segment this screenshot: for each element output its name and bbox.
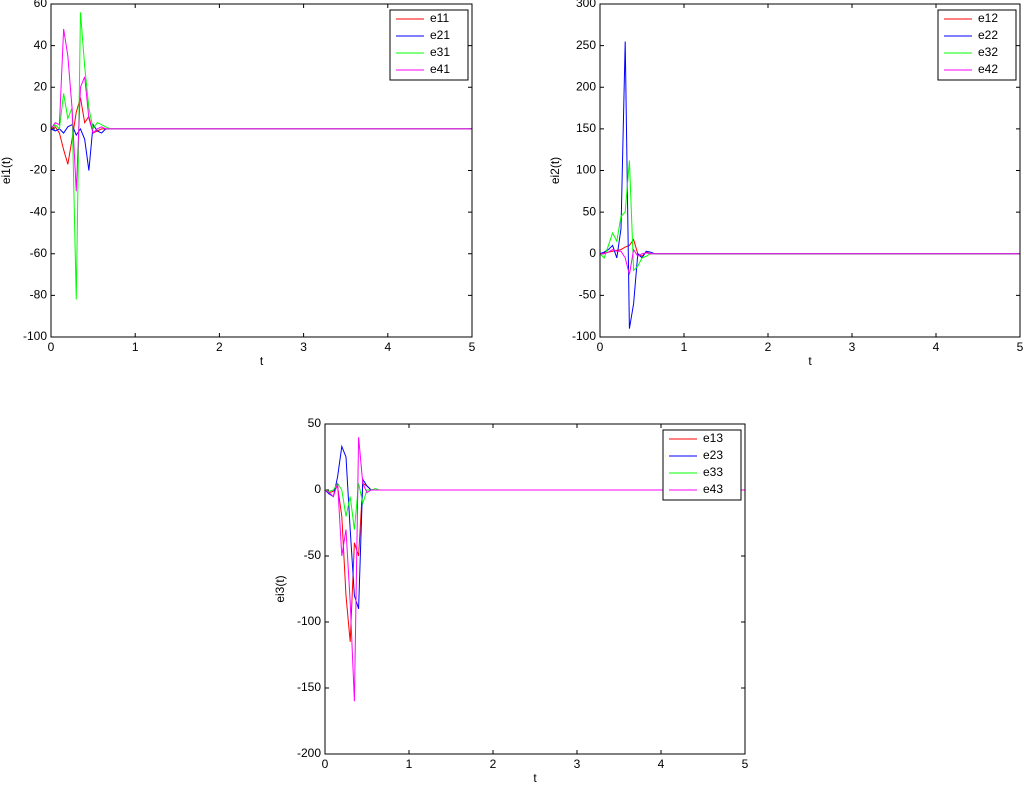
series-line <box>324 437 745 702</box>
y-tick-label: 200 <box>576 79 596 93</box>
y-tick-label: 20 <box>34 79 48 93</box>
axes-frame <box>599 3 1021 338</box>
x-tick-label: 2 <box>490 757 497 771</box>
x-tick-label: 1 <box>681 340 688 354</box>
y-tick-label: -40 <box>30 204 48 218</box>
subplot: 0 1 2 3 4 5 -100 -50 0 50 100 150 200 250 300 t ei2(t) e1… <box>548 0 1023 368</box>
x-tick-label: 0 <box>597 340 604 354</box>
y-tick-label: 50 <box>308 416 322 430</box>
legend-box <box>662 429 742 501</box>
y-tick-label: -80 <box>30 288 48 302</box>
y-tick-label: -200 <box>297 746 321 760</box>
y-tick-label: 0 <box>40 121 47 135</box>
x-tick-label: 3 <box>849 340 856 354</box>
y-axis-label: ei1(t) <box>0 157 13 184</box>
x-axis-label: t <box>808 354 812 368</box>
y-tick-label: 0 <box>314 482 321 496</box>
x-tick-label: 0 <box>48 340 55 354</box>
legend-label: e41 <box>430 62 450 76</box>
legend: e13 e23 e33 e43 <box>662 429 742 501</box>
x-tick-label: 5 <box>1017 340 1024 354</box>
legend-label: e21 <box>430 28 450 42</box>
x-tick-label: 4 <box>384 340 391 354</box>
y-tick-label: 300 <box>576 0 596 10</box>
axes-frame <box>50 3 473 338</box>
x-tick-label: 3 <box>574 757 581 771</box>
x-tick-label: 4 <box>658 757 665 771</box>
y-tick-label: -60 <box>30 246 48 260</box>
y-tick-label: -50 <box>304 548 322 562</box>
y-tick-label: 60 <box>34 0 48 10</box>
subplot: 0 1 2 3 4 5-100-80-60-40-200204060tei1(t)e11e… <box>0 0 476 368</box>
legend-label: e33 <box>703 465 723 479</box>
x-tick-label: 1 <box>132 340 139 354</box>
y-tick-label: 100 <box>576 163 596 177</box>
x-axis-label: t <box>260 354 264 368</box>
y-tick-label: -100 <box>297 614 321 628</box>
x-tick-label: 5 <box>469 340 476 354</box>
y-tick-label: 250 <box>576 38 596 52</box>
y-axis-label: ei3(t) <box>273 575 287 602</box>
series-line <box>50 28 472 192</box>
legend-label: e22 <box>978 28 998 42</box>
series-line <box>600 248 1020 275</box>
legend-label: e23 <box>703 448 723 462</box>
legend-label: e12 <box>978 11 998 25</box>
legend-box <box>937 9 1017 81</box>
y-tick-label: -50 <box>579 288 597 302</box>
y-tick-label: -150 <box>297 680 321 694</box>
legend-box <box>389 9 469 81</box>
x-axis-label: t <box>533 771 537 785</box>
y-tick-label: -100 <box>572 329 596 343</box>
legend-label: e43 <box>703 482 723 496</box>
legend-label: e31 <box>430 45 450 59</box>
legend-label: e13 <box>703 431 723 445</box>
y-tick-label: 150 <box>576 121 596 135</box>
y-tick-label: -100 <box>23 329 47 343</box>
subplot: 0 1 2 3 4 5 -200 -150 -100 -50 0 50 t ei3(t) e13 e23 e33… <box>273 416 748 785</box>
x-tick-label: 2 <box>216 340 223 354</box>
legend: e11 e21 e31 e41 <box>389 9 469 81</box>
x-tick-label: 2 <box>765 340 772 354</box>
y-axis-label: ei2(t) <box>548 157 562 184</box>
legend-label: e32 <box>978 45 998 59</box>
axes-frame <box>324 423 746 755</box>
y-tick-label: -20 <box>30 163 48 177</box>
x-tick-label: 1 <box>406 757 413 771</box>
legend-label: e42 <box>978 62 998 76</box>
x-tick-label: 5 <box>742 757 749 771</box>
x-tick-label: 3 <box>300 340 307 354</box>
legend: e12 e22 e32 e42 <box>937 9 1017 81</box>
y-tick-label: 40 <box>34 38 48 52</box>
y-tick-label: 50 <box>583 204 597 218</box>
x-tick-label: 0 <box>322 757 329 771</box>
y-tick-label: 0 <box>589 246 596 260</box>
legend-label: e11 <box>430 11 449 25</box>
x-tick-label: 4 <box>933 340 940 354</box>
